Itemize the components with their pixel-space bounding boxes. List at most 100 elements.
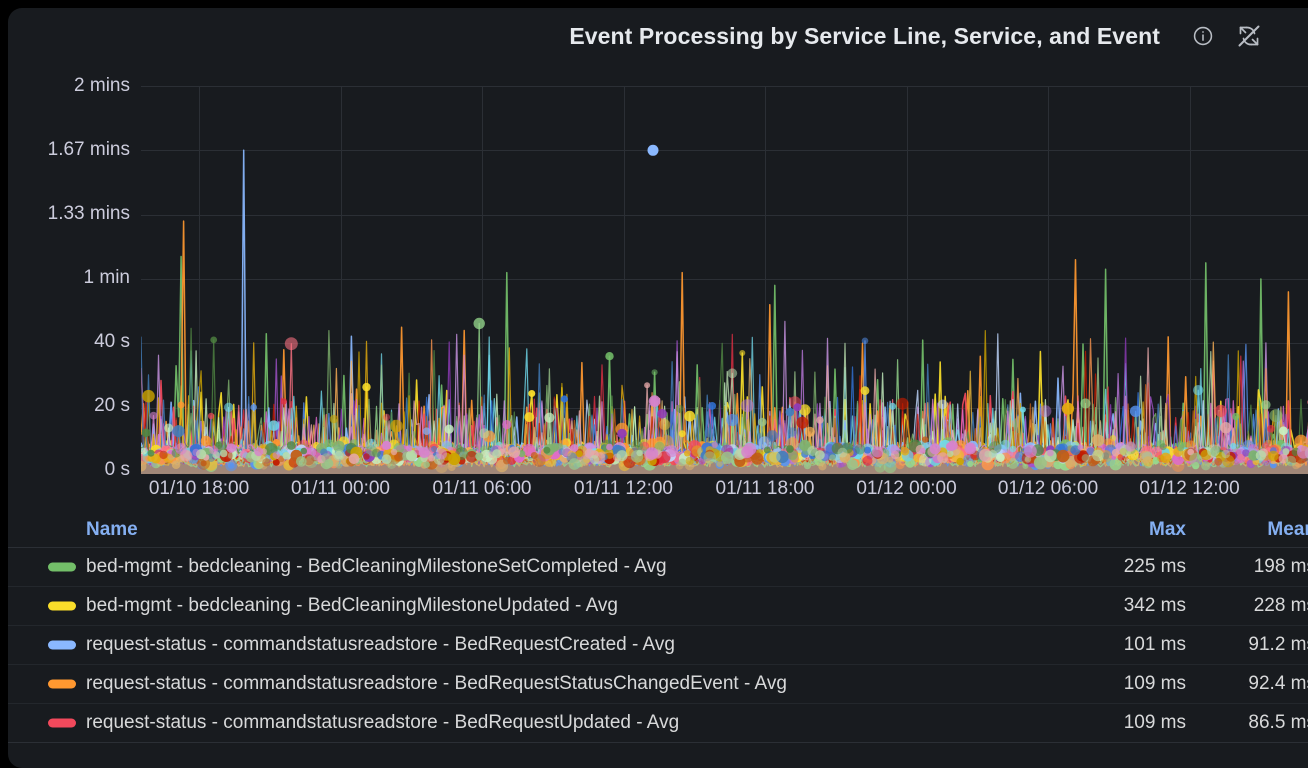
series-data-point xyxy=(1177,444,1185,452)
legend-header-name[interactable]: Name xyxy=(86,518,138,540)
series-data-point xyxy=(1207,444,1220,457)
series-data-point xyxy=(254,447,264,457)
series-data-point xyxy=(219,449,228,458)
series-data-point xyxy=(678,430,686,438)
legend-max-value: 342 ms xyxy=(1123,595,1186,616)
series-data-point xyxy=(207,412,215,420)
legend-row[interactable]: request-status - commandstatusreadstore … xyxy=(8,665,1308,704)
y-tick-label: 1.33 mins xyxy=(47,203,130,224)
plot-area[interactable] xyxy=(141,86,1308,474)
series-color-swatch[interactable] xyxy=(48,718,76,728)
series-data-point xyxy=(164,423,174,433)
series-data-point xyxy=(334,450,344,460)
sync-off-icon[interactable] xyxy=(1232,19,1266,53)
series-data-point xyxy=(227,462,235,469)
series-data-point xyxy=(1024,444,1037,458)
series-data-point xyxy=(862,455,873,466)
series-data-point xyxy=(854,444,866,455)
series-data-point xyxy=(335,461,343,469)
series-data-point xyxy=(406,445,413,452)
legend-row[interactable]: request-status - commandstatusreadstore … xyxy=(8,626,1308,665)
series-data-point xyxy=(1279,426,1288,436)
series-data-point xyxy=(473,317,485,330)
series-data-point xyxy=(390,419,403,433)
series-data-point xyxy=(147,449,155,457)
series-data-point xyxy=(644,382,651,389)
series-data-point xyxy=(659,419,671,431)
series-data-point xyxy=(492,449,502,459)
timeseries-plot xyxy=(141,86,1308,474)
series-data-point xyxy=(422,427,431,436)
legend-series-name[interactable]: request-status - commandstatusreadstore … xyxy=(86,673,787,694)
series-data-point xyxy=(1159,443,1167,451)
series-data-point xyxy=(861,337,869,345)
series-data-point xyxy=(787,427,798,437)
info-icon[interactable] xyxy=(1186,19,1220,53)
series-color-swatch[interactable] xyxy=(48,562,76,572)
x-tick-label: 01/12 00:00 xyxy=(856,478,957,499)
series-data-point xyxy=(739,350,746,356)
series-data-point xyxy=(716,460,723,468)
legend-series-name[interactable]: bed-mgmt - bedcleaning - BedCleaningMile… xyxy=(86,595,618,616)
legend-header-mean[interactable]: Mean xyxy=(1267,518,1308,540)
series-data-point xyxy=(503,456,511,465)
series-data-point xyxy=(727,368,738,379)
series-data-point xyxy=(929,443,941,455)
legend-row[interactable]: request-status - commandstatusreadstore … xyxy=(8,704,1308,743)
series-data-point xyxy=(1282,448,1290,456)
outlier-data-point[interactable] xyxy=(647,144,659,156)
x-tick-label: 01/12 06:00 xyxy=(997,478,1099,499)
series-data-point xyxy=(1129,405,1142,417)
series-data-point xyxy=(224,402,234,412)
series-data-point xyxy=(684,450,691,457)
series-data-point xyxy=(1255,450,1267,461)
series-data-point xyxy=(685,456,694,465)
series-data-point xyxy=(1189,452,1203,466)
series-data-point xyxy=(250,404,257,411)
series-data-point xyxy=(227,452,235,459)
series-data-point xyxy=(1268,450,1279,462)
series-data-point xyxy=(226,443,236,453)
series-color-swatch[interactable] xyxy=(48,601,76,611)
series-data-point xyxy=(829,454,836,462)
legend-table: Name Max Mean bed-mgmt - bedcleaning - B… xyxy=(8,512,1308,768)
legend-mean-value: 228 ms xyxy=(1253,595,1308,616)
series-data-point xyxy=(1220,422,1232,434)
legend-mean-value: 198 ms xyxy=(1253,556,1308,577)
series-data-point xyxy=(956,457,964,466)
series-data-point xyxy=(362,382,371,392)
series-data-point xyxy=(741,445,754,458)
legend-row[interactable]: bed-mgmt - bedcleaning - BedCleaningMile… xyxy=(8,548,1308,587)
series-data-point xyxy=(946,450,954,458)
legend-body: bed-mgmt - bedcleaning - BedCleaningMile… xyxy=(8,548,1308,743)
series-color-swatch[interactable] xyxy=(48,679,76,689)
y-tick-label: 1.67 mins xyxy=(47,139,130,160)
series-color-swatch[interactable] xyxy=(48,640,76,650)
series-data-point xyxy=(479,428,490,439)
series-data-point xyxy=(282,452,291,460)
series-data-point xyxy=(175,443,187,455)
legend-series-name[interactable]: bed-mgmt - bedcleaning - BedCleaningMile… xyxy=(86,556,667,577)
series-data-point xyxy=(382,413,391,421)
series-data-point xyxy=(606,443,613,451)
series-data-point xyxy=(560,395,568,403)
legend-header-max[interactable]: Max xyxy=(1149,518,1186,540)
series-data-point xyxy=(666,445,678,458)
panel-header: Event Processing by Service Line, Servic… xyxy=(8,8,1300,64)
series-data-point xyxy=(883,460,897,474)
series-data-point xyxy=(804,426,816,437)
series-data-point xyxy=(896,397,909,410)
legend-series-name[interactable]: request-status - commandstatusreadstore … xyxy=(86,634,675,655)
series-data-point xyxy=(605,352,614,361)
series-data-point xyxy=(475,452,484,461)
legend-series-name[interactable]: request-status - commandstatusreadstore … xyxy=(86,712,680,733)
legend-row[interactable]: bed-mgmt - bedcleaning - BedCleaningMile… xyxy=(8,587,1308,626)
series-data-point xyxy=(922,436,929,443)
series-data-point xyxy=(645,447,659,460)
series-data-point xyxy=(684,410,696,422)
series-data-point xyxy=(1000,439,1011,450)
series-data-point xyxy=(200,460,207,467)
series-data-point xyxy=(1081,454,1090,462)
series-data-point xyxy=(1139,450,1152,464)
series-data-point xyxy=(965,443,975,453)
